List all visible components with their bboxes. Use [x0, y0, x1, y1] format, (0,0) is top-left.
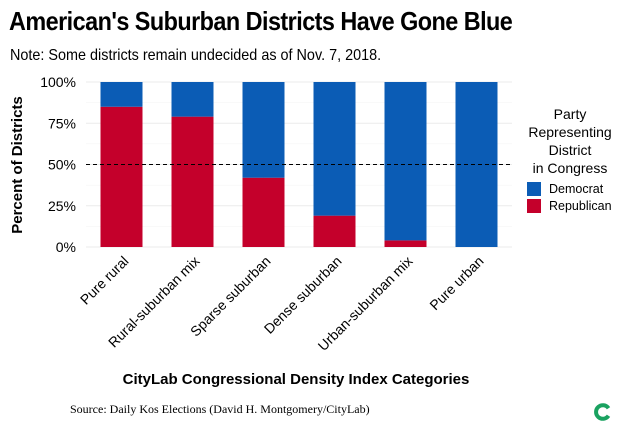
citylab-logo-icon: [594, 403, 611, 421]
y-axis-label: Percent of Districts: [9, 96, 26, 234]
bar-republican-4: [384, 240, 427, 247]
y-tick-label-3: 75%: [48, 115, 76, 131]
bar-democrat-0: [100, 82, 143, 107]
bar-democrat-3: [313, 82, 356, 216]
y-tick-label-1: 25%: [48, 198, 76, 214]
bar-republican-1: [171, 116, 214, 248]
x-axis-label: CityLab Congressional Density Index Cate…: [123, 371, 470, 388]
bar-republican-0: [100, 106, 143, 247]
legend-title-line-0: Party: [554, 106, 587, 122]
y-tick-label-0: 0%: [56, 239, 76, 255]
x-tick-label-0: Pure rural: [77, 253, 132, 308]
x-tick-label-5: Pure urban: [426, 253, 486, 313]
bar-democrat-4: [384, 82, 427, 241]
legend-label-republican: Republican: [549, 199, 612, 213]
legend-label-democrat: Democrat: [549, 182, 604, 196]
y-tick-label-4: 100%: [40, 74, 76, 90]
bar-democrat-1: [171, 82, 214, 117]
chart-title: American's Suburban Districts Have Gone …: [9, 6, 513, 36]
legend-swatch-democrat: [527, 182, 541, 196]
bars: [100, 82, 498, 248]
bar-democrat-5: [455, 82, 498, 247]
legend-title-line-3: in Congress: [533, 160, 608, 176]
y-tick-label-2: 50%: [48, 157, 76, 173]
y-axis: 0% 25% 50% 75% 100%: [40, 74, 76, 255]
source-note: Source: Daily Kos Elections (David H. Mo…: [70, 402, 370, 416]
legend-title-line-1: Representing: [528, 124, 611, 140]
chart-subtitle: Note: Some districts remain undecided as…: [10, 47, 382, 64]
legend: Party Representing District in Congress Demo…: [527, 106, 612, 213]
legend-swatch-republican: [527, 199, 541, 213]
legend-title-line-2: District: [549, 142, 592, 158]
bar-republican-2: [242, 177, 285, 247]
bar-democrat-2: [242, 82, 285, 178]
bar-republican-3: [313, 215, 356, 247]
